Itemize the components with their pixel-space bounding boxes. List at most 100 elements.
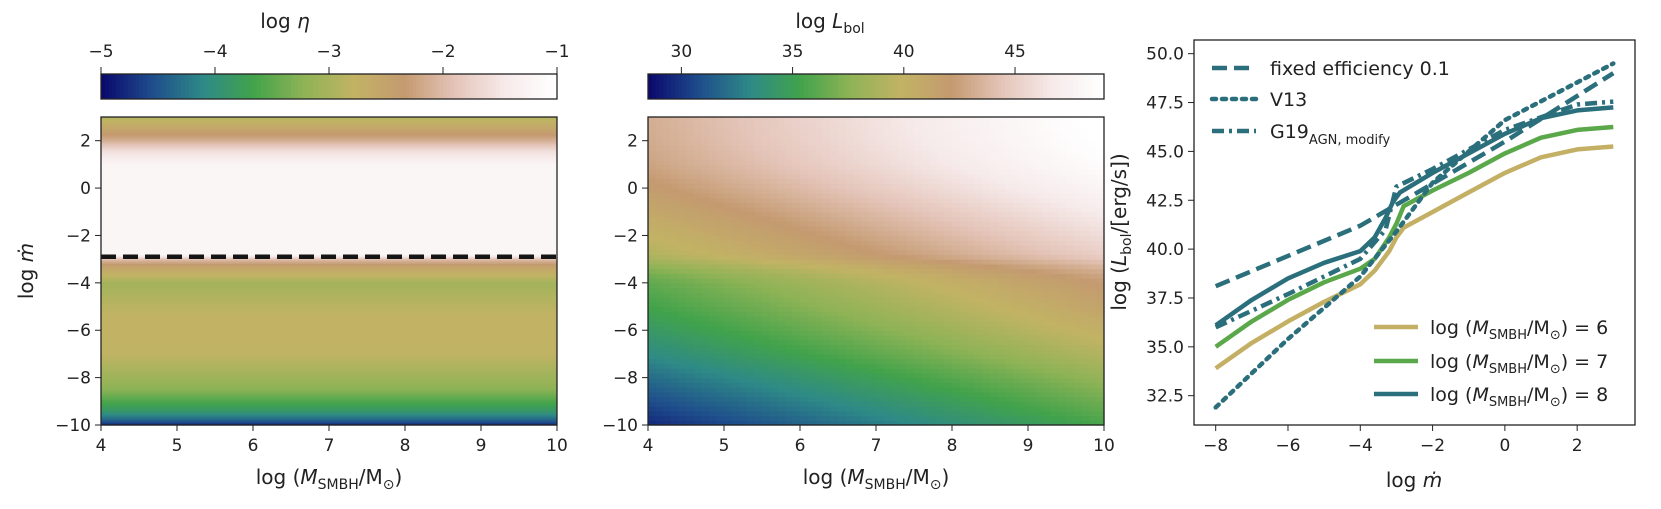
heatmap2-cell: [1066, 150, 1075, 156]
heatmap2-cell: [678, 121, 687, 128]
heatmap2-cell: [1043, 311, 1052, 317]
heatmap2-cell: [936, 126, 945, 132]
heatmap2-cell: [952, 202, 961, 208]
heatmap2-cell: [762, 396, 771, 402]
heatmap2-cell: [708, 135, 717, 142]
heatmap2-cell: [830, 173, 839, 180]
heatmap1-cell: [101, 287, 557, 290]
heatmap2-cell: [815, 121, 824, 128]
heatmap2-cell: [876, 401, 885, 407]
heatmap2-cell: [914, 254, 923, 260]
heatmap2-cell: [906, 320, 915, 327]
heatmap2-cell: [929, 339, 938, 346]
heatmap2-cell: [822, 216, 831, 222]
heatmap2-cell: [967, 188, 976, 194]
svg-text:−5: −5: [88, 42, 113, 62]
heatmap2-cell: [990, 117, 999, 123]
heatmap2-cell: [1005, 221, 1014, 227]
heatmap2-cell: [746, 126, 755, 132]
heatmap2-cell: [769, 344, 778, 350]
heatmap2-cell: [663, 396, 672, 402]
colorbar2-cell: [917, 74, 923, 99]
heatmap2-cell: [693, 126, 702, 132]
heatmap2-cell: [777, 301, 786, 308]
heatmap2-cell: [716, 178, 725, 184]
heatmap2-cell: [693, 349, 702, 355]
heatmap2-cell: [754, 254, 763, 260]
heatmap2-cell: [952, 320, 961, 327]
heatmap2-cell: [1058, 159, 1067, 165]
colorbar2-cell: [1016, 74, 1021, 99]
svg-text:G19AGN, modify: G19AGN, modify: [1270, 121, 1390, 148]
heatmap2-cell: [1058, 344, 1067, 350]
heatmap2-cell: [1012, 178, 1021, 184]
heatmap2-cell: [762, 410, 771, 417]
colorbar1-cell: [291, 74, 296, 99]
heatmap2-cell: [739, 268, 748, 274]
heatmap2-cell: [807, 183, 816, 189]
heatmap1-cell: [101, 269, 557, 272]
heatmap2-cell: [792, 164, 801, 170]
heatmap2-cell: [784, 131, 793, 137]
heatmap2-cell: [967, 126, 976, 132]
heatmap2-cell: [784, 140, 793, 147]
heatmap2-cell: [936, 268, 945, 274]
heatmap2-cell: [686, 183, 695, 189]
heatmap2-cell: [959, 197, 968, 203]
heatmap2-cell: [686, 292, 695, 298]
heatmap2-cell: [990, 121, 999, 128]
heatmap2-cell: [868, 145, 877, 151]
heatmap2-cell: [708, 334, 717, 341]
heatmap2-cell: [716, 334, 725, 341]
heatmap2-cell: [754, 235, 763, 241]
heatmap2-cell: [693, 311, 702, 317]
heatmap2-cell: [1028, 358, 1037, 364]
heatmap2-cell: [1012, 406, 1021, 412]
heatmap2-cell: [936, 372, 945, 379]
heatmap2-cell: [1096, 178, 1105, 184]
heatmap2-cell: [815, 344, 824, 350]
heatmap2-cell: [1081, 330, 1090, 336]
heatmap2-cell: [853, 188, 862, 194]
heatmap2-cell: [936, 150, 945, 156]
heatmap2-cell: [708, 316, 717, 322]
heatmap2-cell: [990, 164, 999, 170]
heatmap2-cell: [678, 372, 687, 379]
heatmap2-cell: [1050, 349, 1059, 355]
heatmap1-cell: [101, 407, 557, 410]
heatmap2-cell: [929, 410, 938, 417]
heatmap2-cell: [708, 244, 717, 251]
heatmap2-cell: [648, 211, 657, 218]
heatmap2-cell: [830, 263, 839, 270]
heatmap1-cell: [101, 209, 557, 212]
heatmap2-cell: [670, 263, 679, 270]
heatmap2-cell: [1066, 254, 1075, 260]
heatmap2-cell: [678, 278, 687, 284]
heatmap2-cell: [990, 396, 999, 402]
heatmap2-cell: [724, 372, 733, 379]
heatmap2-cell: [974, 273, 983, 279]
heatmap2-cell: [868, 135, 877, 142]
heatmap2-cell: [876, 192, 885, 199]
heatmap2-cell: [944, 183, 953, 189]
heatmap2-cell: [746, 178, 755, 184]
colorbar1-cell: [507, 74, 512, 99]
heatmap2-cell: [739, 387, 748, 393]
heatmap2-cell: [777, 254, 786, 260]
heatmap2-cell: [1096, 263, 1105, 270]
heatmap2-cell: [800, 169, 809, 175]
heatmap2-cell: [1020, 117, 1029, 123]
colorbar1-cell: [538, 74, 543, 99]
heatmap2-cell: [914, 363, 923, 369]
heatmap2-y-tick-label: −8: [613, 369, 638, 389]
heatmap2-cell: [693, 230, 702, 237]
heatmap2-cell: [777, 401, 786, 407]
heatmap2-cell: [997, 197, 1006, 203]
heatmap2-cell: [974, 363, 983, 369]
heatmap2-cell: [1096, 145, 1105, 151]
heatmap2-cell: [762, 287, 771, 293]
heatmap2-cell: [1005, 135, 1014, 142]
heatmap2-cell: [891, 117, 900, 123]
heatmap2-cell: [974, 358, 983, 364]
heatmap2-cell: [921, 311, 930, 317]
